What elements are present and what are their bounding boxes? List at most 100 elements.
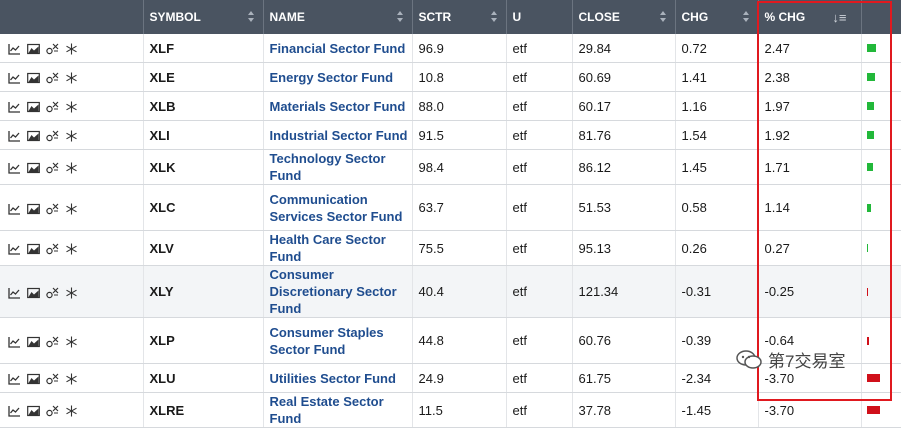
chart-area-icon[interactable] xyxy=(27,162,40,174)
fund-name-link[interactable]: Materials Sector Fund xyxy=(269,98,406,114)
table-row[interactable]: XLRE Real Estate Sector Fund 11.5 etf 37.78-… xyxy=(0,392,901,428)
table-row[interactable]: XLV Health Care Sector Fund 75.5 etf 95.13 0.… xyxy=(0,230,901,266)
chart-area-icon[interactable] xyxy=(27,336,40,348)
chart-area-icon[interactable] xyxy=(27,373,40,385)
sort-icon xyxy=(490,11,498,23)
chart-line-icon[interactable] xyxy=(8,130,21,142)
positive-change-bar xyxy=(866,44,876,52)
name-cell: Consumer Staples Sector Fund xyxy=(263,317,413,364)
pct-chg-bar-cell xyxy=(861,265,901,318)
perf-icon[interactable] xyxy=(46,203,59,215)
table-row[interactable]: XLB Materials Sector Fund 88.0 etf 60.17 1.16… xyxy=(0,91,901,121)
fund-name-link[interactable]: Consumer Staples Sector Fund xyxy=(269,324,384,357)
fund-name-link[interactable]: Communication Services Sector Fund xyxy=(269,191,403,224)
chart-area-icon[interactable] xyxy=(27,405,40,417)
chart-line-icon[interactable] xyxy=(8,373,21,385)
positive-change-bar xyxy=(866,203,871,212)
sctr-cell: 91.5 xyxy=(412,120,507,150)
chart-area-icon[interactable] xyxy=(27,101,40,113)
sctr-cell: 11.5 xyxy=(412,392,507,428)
fund-name-link[interactable]: Utilities Sector Fund xyxy=(269,370,396,386)
snowflake-icon[interactable] xyxy=(65,405,78,417)
perf-icon[interactable] xyxy=(46,162,59,174)
negative-change-bar xyxy=(866,287,868,296)
u-cell: etf xyxy=(506,184,573,231)
table-row[interactable]: XLF Financial Sector Fund 96.9 etf 29.84 0.72… xyxy=(0,34,901,63)
snowflake-icon[interactable] xyxy=(65,373,78,385)
close-cell: 81.76 xyxy=(572,120,676,150)
chart-area-icon[interactable] xyxy=(27,130,40,142)
sctr-cell: 98.4 xyxy=(412,149,507,185)
chart-area-icon[interactable] xyxy=(27,43,40,55)
chg-cell: 0.26 xyxy=(675,230,759,266)
positive-change-bar xyxy=(866,244,868,252)
chart-line-icon[interactable] xyxy=(8,203,21,215)
snowflake-icon[interactable] xyxy=(65,130,78,142)
perf-icon[interactable] xyxy=(46,373,59,385)
col-name-header[interactable]: NAME xyxy=(263,0,413,34)
col-sctr-header[interactable]: SCTR xyxy=(412,0,507,34)
perf-icon[interactable] xyxy=(46,336,59,348)
snowflake-icon[interactable] xyxy=(65,162,78,174)
table-row[interactable]: XLU Utilities Sector Fund 24.9 etf 61.75 -2.3… xyxy=(0,363,901,393)
chg-cell: -0.31 xyxy=(675,265,759,318)
snowflake-icon[interactable] xyxy=(65,287,78,299)
chart-area-icon[interactable] xyxy=(27,203,40,215)
chart-line-icon[interactable] xyxy=(8,101,21,113)
snowflake-icon[interactable] xyxy=(65,203,78,215)
fund-name-link[interactable]: Health Care Sector Fund xyxy=(269,232,386,264)
col-pct-chg-header[interactable]: % CHG ↓≡ xyxy=(758,0,862,34)
perf-icon[interactable] xyxy=(46,243,59,255)
chart-line-icon[interactable] xyxy=(8,405,21,417)
table-row[interactable]: XLP Consumer Staples Sector Fund 44.8 etf 60… xyxy=(0,317,901,364)
table-row[interactable]: XLY Consumer Discretionary Sector Fund 40.… xyxy=(0,265,901,318)
snowflake-icon[interactable] xyxy=(65,243,78,255)
chart-line-icon[interactable] xyxy=(8,43,21,55)
chart-line-icon[interactable] xyxy=(8,243,21,255)
col-symbol-header[interactable]: SYMBOL xyxy=(143,0,264,34)
chart-line-icon[interactable] xyxy=(8,162,21,174)
pct-chg-bar-cell xyxy=(861,34,901,63)
snowflake-icon[interactable] xyxy=(65,101,78,113)
snowflake-icon[interactable] xyxy=(65,72,78,84)
fund-name-link[interactable]: Industrial Sector Fund xyxy=(269,127,408,143)
close-cell: 95.13 xyxy=(572,230,676,266)
row-icons xyxy=(0,392,144,428)
table-row[interactable]: XLC Communication Services Sector Fund 63.… xyxy=(0,184,901,231)
name-cell: Real Estate Sector Fund xyxy=(263,392,413,428)
chart-area-icon[interactable] xyxy=(27,72,40,84)
snowflake-icon[interactable] xyxy=(65,43,78,55)
chart-area-icon[interactable] xyxy=(27,287,40,299)
chart-line-icon[interactable] xyxy=(8,72,21,84)
chart-line-icon[interactable] xyxy=(8,336,21,348)
perf-icon[interactable] xyxy=(46,43,59,55)
row-icons xyxy=(0,91,144,121)
perf-icon[interactable] xyxy=(46,72,59,84)
perf-icon[interactable] xyxy=(46,101,59,113)
fund-name-link[interactable]: Energy Sector Fund xyxy=(269,69,394,85)
table-row[interactable]: XLI Industrial Sector Fund 91.5 etf 81.76 1.5… xyxy=(0,120,901,150)
perf-icon[interactable] xyxy=(46,130,59,142)
snowflake-icon[interactable] xyxy=(65,336,78,348)
pct-chg-cell: -0.64 xyxy=(758,317,862,364)
chart-line-icon[interactable] xyxy=(8,287,21,299)
positive-change-bar xyxy=(866,73,875,81)
fund-name-link[interactable]: Real Estate Sector Fund xyxy=(269,394,384,426)
fund-name-link[interactable]: Technology Sector Fund xyxy=(269,151,386,183)
pct-chg-cell: 2.47 xyxy=(758,34,862,63)
perf-icon[interactable] xyxy=(46,287,59,299)
table-row[interactable]: XLE Energy Sector Fund 10.8 etf 60.69 1.41 2.3… xyxy=(0,62,901,92)
positive-change-bar xyxy=(866,163,873,171)
close-cell: 51.53 xyxy=(572,184,676,231)
col-u-header[interactable]: U xyxy=(506,0,573,34)
col-close-header[interactable]: CLOSE xyxy=(572,0,676,34)
chart-area-icon[interactable] xyxy=(27,243,40,255)
col-chg-header[interactable]: CHG xyxy=(675,0,759,34)
symbol-cell: XLE xyxy=(143,62,264,92)
table-row[interactable]: XLK Technology Sector Fund 98.4 etf 86.12 1.4… xyxy=(0,149,901,185)
negative-change-bar xyxy=(866,374,880,382)
fund-name-link[interactable]: Financial Sector Fund xyxy=(269,40,406,56)
fund-name-link[interactable]: Consumer Discretionary Sector Fund xyxy=(269,267,397,316)
u-cell: etf xyxy=(506,363,573,393)
perf-icon[interactable] xyxy=(46,405,59,417)
